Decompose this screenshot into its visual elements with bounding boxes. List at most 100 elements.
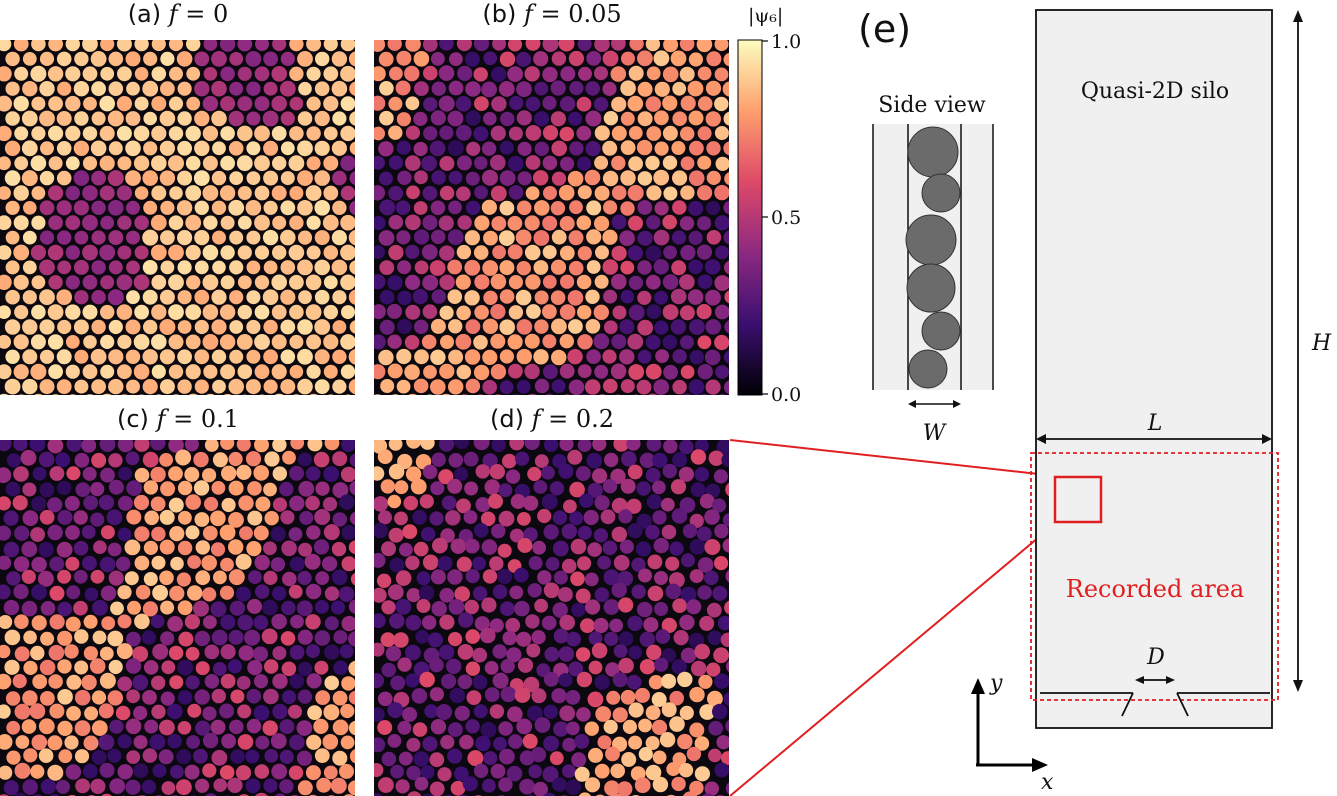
particle xyxy=(637,349,652,364)
particle xyxy=(254,364,270,380)
particle xyxy=(177,260,192,275)
particle xyxy=(513,567,529,583)
particle xyxy=(297,319,313,335)
particle xyxy=(464,599,480,615)
particle xyxy=(724,320,729,334)
particle xyxy=(714,96,729,112)
particle xyxy=(314,349,330,365)
particle xyxy=(507,215,523,231)
particle xyxy=(499,319,515,336)
particle xyxy=(457,215,472,230)
particle xyxy=(739,571,753,585)
particle xyxy=(597,735,612,750)
particle xyxy=(83,646,98,661)
particle xyxy=(466,690,482,705)
particle xyxy=(388,96,403,111)
particle xyxy=(106,509,123,526)
particle xyxy=(559,363,575,379)
particle xyxy=(464,538,480,554)
particle xyxy=(323,185,339,201)
particle xyxy=(288,244,305,261)
particle xyxy=(576,96,592,112)
particle xyxy=(611,245,627,261)
particle xyxy=(133,334,150,350)
panel-b-particles xyxy=(374,40,729,395)
particle xyxy=(323,704,340,721)
particle xyxy=(588,747,603,763)
particle xyxy=(91,690,107,705)
particle xyxy=(82,66,98,82)
particle xyxy=(22,378,38,395)
particle xyxy=(48,644,65,661)
particle xyxy=(56,111,72,126)
particle xyxy=(551,379,566,393)
particle xyxy=(66,674,82,690)
particle xyxy=(0,496,11,511)
particle xyxy=(125,111,141,126)
particle xyxy=(39,482,55,498)
particle xyxy=(638,747,653,762)
particle xyxy=(603,569,620,586)
particle xyxy=(160,260,175,275)
particle xyxy=(593,528,609,543)
particle xyxy=(654,81,670,97)
particle xyxy=(413,751,430,767)
particle xyxy=(439,185,455,201)
particle xyxy=(5,230,20,245)
particle xyxy=(219,585,235,600)
particle xyxy=(663,40,679,53)
particle xyxy=(168,364,184,379)
particle xyxy=(107,630,124,647)
particle xyxy=(39,379,55,395)
particle xyxy=(500,601,515,617)
particle xyxy=(22,260,37,275)
particle xyxy=(422,185,438,201)
particle xyxy=(509,585,524,600)
particle xyxy=(473,763,489,778)
particle xyxy=(73,140,90,156)
particle xyxy=(569,141,584,156)
particle xyxy=(263,570,278,586)
particle xyxy=(474,156,488,170)
particle xyxy=(654,110,669,126)
particle xyxy=(415,629,430,644)
particle xyxy=(185,525,200,540)
particle xyxy=(396,230,411,245)
axes-indicator xyxy=(971,678,1048,772)
particle xyxy=(516,200,532,216)
particle xyxy=(57,630,73,646)
particle xyxy=(473,704,488,719)
particle xyxy=(238,495,254,511)
particle xyxy=(81,525,96,539)
particle xyxy=(212,379,226,394)
particle xyxy=(576,707,591,722)
particle xyxy=(74,349,89,364)
particle xyxy=(689,140,704,156)
particle xyxy=(82,555,97,571)
particle xyxy=(465,171,480,186)
particle xyxy=(272,156,287,171)
particle xyxy=(176,749,192,765)
particle xyxy=(348,289,355,305)
particle xyxy=(340,40,355,52)
particle xyxy=(477,394,484,395)
particle xyxy=(413,201,428,215)
particle xyxy=(627,523,643,539)
particle xyxy=(289,645,305,660)
particle xyxy=(246,290,261,305)
particle xyxy=(315,690,331,705)
particle xyxy=(620,170,636,186)
particle xyxy=(406,185,420,200)
particle xyxy=(84,706,99,721)
particle xyxy=(387,363,403,379)
particle xyxy=(65,125,81,141)
particle xyxy=(202,334,219,350)
particle xyxy=(202,95,219,112)
particle xyxy=(194,512,210,527)
particle xyxy=(98,494,115,511)
particle xyxy=(236,334,253,350)
particle xyxy=(615,394,621,395)
particle xyxy=(741,659,756,674)
particle xyxy=(73,540,89,556)
particle xyxy=(219,765,235,780)
